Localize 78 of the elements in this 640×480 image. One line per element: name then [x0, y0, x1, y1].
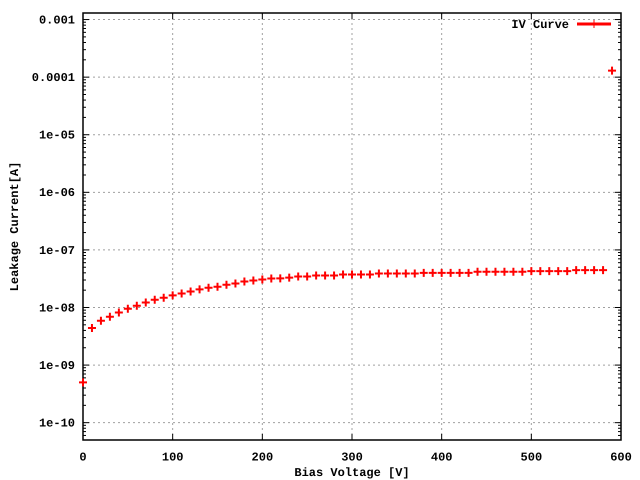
x-tick-label: 200	[252, 450, 274, 465]
point	[114, 307, 124, 318]
point	[410, 268, 420, 278]
y-tick-label: 1e-07	[38, 244, 75, 258]
point	[320, 270, 330, 280]
point	[86, 323, 97, 334]
y-tick-label: 1e-10	[38, 416, 75, 431]
point	[275, 273, 286, 284]
point	[158, 292, 169, 303]
point	[400, 268, 411, 278]
point	[356, 270, 366, 280]
x-tick-label: 0	[79, 450, 87, 465]
legend-label: IV Curve	[511, 18, 569, 32]
point	[284, 272, 294, 283]
point	[482, 266, 492, 277]
y-tick-label: 1e-09	[38, 358, 75, 373]
point	[436, 268, 447, 278]
point	[311, 270, 322, 280]
point	[499, 266, 510, 277]
y-tick-label: 0.001	[38, 13, 75, 28]
point	[428, 268, 438, 278]
point	[150, 294, 160, 305]
point	[464, 268, 474, 278]
point	[140, 298, 151, 308]
point	[580, 265, 590, 276]
point	[104, 312, 115, 322]
point	[132, 300, 142, 311]
point	[78, 377, 88, 388]
point	[607, 66, 618, 76]
point	[364, 270, 375, 280]
point	[212, 282, 222, 292]
point	[562, 266, 572, 276]
point	[186, 286, 196, 296]
x-tick-label: 600	[610, 450, 632, 465]
point	[508, 266, 518, 277]
y-tick-label: 0.0001	[32, 70, 75, 85]
x-tick-label: 400	[430, 450, 452, 465]
point	[122, 304, 133, 314]
y-tick-label: 1e-05	[38, 128, 75, 143]
point	[446, 268, 456, 278]
point	[454, 268, 465, 278]
x-axis-title: Bias Voltage [V]	[294, 466, 410, 480]
point	[266, 273, 276, 284]
point	[571, 265, 582, 276]
point	[490, 266, 500, 277]
point	[204, 282, 214, 293]
point	[535, 266, 546, 276]
point	[248, 276, 258, 286]
point	[589, 265, 600, 276]
point	[598, 265, 608, 276]
y-axis-title: Leakage Current[A]	[8, 162, 22, 292]
x-tick-label: 300	[341, 450, 363, 465]
point	[239, 276, 250, 286]
point	[168, 290, 178, 300]
point	[96, 316, 106, 326]
point	[221, 280, 232, 290]
point	[382, 268, 393, 278]
point	[194, 284, 205, 294]
point	[392, 268, 402, 278]
point	[329, 270, 340, 280]
point	[230, 278, 240, 288]
point	[553, 266, 564, 276]
x-tick-label: 100	[162, 450, 184, 465]
x-tick-label: 500	[520, 450, 542, 465]
point	[374, 268, 384, 278]
point	[257, 274, 268, 285]
point	[347, 270, 357, 280]
point	[302, 272, 312, 282]
point	[526, 266, 536, 276]
y-tick-label: 1e-08	[38, 301, 75, 316]
point	[472, 266, 483, 277]
point	[293, 272, 304, 282]
point	[418, 268, 429, 278]
point	[517, 266, 528, 277]
point	[338, 270, 348, 280]
point	[544, 266, 554, 276]
y-tick-label: 1e-06	[38, 186, 75, 200]
point	[176, 288, 187, 298]
